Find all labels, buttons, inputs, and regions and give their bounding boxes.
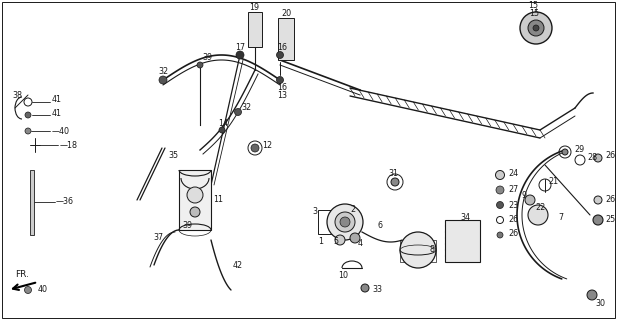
Bar	[318, 210, 334, 234]
Bar	[400, 240, 436, 262]
Bar	[278, 18, 294, 60]
Text: 15: 15	[529, 10, 539, 19]
Circle shape	[562, 149, 568, 155]
Text: 28: 28	[587, 154, 597, 163]
Text: 9: 9	[522, 190, 527, 199]
Circle shape	[361, 284, 369, 292]
Circle shape	[593, 215, 603, 225]
Text: —18: —18	[60, 140, 78, 149]
Bar	[248, 12, 262, 47]
Circle shape	[187, 187, 203, 203]
Text: 27: 27	[508, 186, 518, 195]
Text: 35: 35	[168, 150, 178, 159]
Text: 10: 10	[338, 271, 348, 281]
Circle shape	[594, 154, 602, 162]
Text: 16: 16	[277, 84, 287, 92]
Circle shape	[525, 195, 535, 205]
Text: 33: 33	[372, 285, 382, 294]
Text: 30: 30	[595, 300, 605, 308]
Circle shape	[234, 108, 241, 116]
Text: 15: 15	[528, 2, 538, 11]
Text: 20: 20	[281, 10, 291, 19]
Text: 5: 5	[333, 237, 338, 246]
Circle shape	[528, 205, 548, 225]
Text: FR.: FR.	[15, 270, 29, 279]
Text: 25: 25	[605, 215, 615, 225]
Circle shape	[340, 217, 350, 227]
Circle shape	[25, 286, 31, 293]
Text: 26: 26	[508, 228, 518, 237]
Circle shape	[219, 127, 225, 133]
Circle shape	[276, 52, 283, 59]
Text: 17: 17	[235, 44, 245, 52]
Text: 31: 31	[388, 169, 398, 178]
Text: 40: 40	[38, 285, 48, 294]
Text: 12: 12	[262, 140, 272, 149]
Text: —40: —40	[52, 126, 70, 135]
Text: 3: 3	[312, 207, 317, 217]
Text: 32: 32	[158, 68, 168, 76]
Text: 8: 8	[430, 245, 435, 254]
Circle shape	[327, 204, 363, 240]
Circle shape	[335, 212, 355, 232]
Circle shape	[25, 128, 31, 134]
Text: 19: 19	[249, 4, 259, 12]
Text: 34: 34	[460, 213, 470, 222]
Text: 21: 21	[548, 178, 558, 187]
Text: 2: 2	[350, 205, 355, 214]
Bar	[30, 170, 34, 235]
Circle shape	[400, 232, 436, 268]
Text: 13: 13	[277, 91, 287, 100]
Text: 22: 22	[535, 203, 545, 212]
Bar	[445, 220, 480, 262]
Text: 23: 23	[508, 201, 518, 210]
Text: 4: 4	[358, 239, 363, 249]
Circle shape	[190, 207, 200, 217]
Circle shape	[197, 62, 203, 68]
Bar	[179, 170, 211, 230]
Text: 29: 29	[574, 146, 584, 155]
Circle shape	[335, 235, 345, 245]
Text: 6: 6	[378, 220, 383, 229]
Circle shape	[497, 202, 503, 209]
Text: 39: 39	[202, 53, 212, 62]
Circle shape	[236, 51, 244, 59]
Text: 24: 24	[508, 170, 518, 179]
Text: —36: —36	[56, 197, 74, 206]
Text: 39: 39	[182, 220, 192, 229]
Circle shape	[594, 196, 602, 204]
Circle shape	[496, 186, 504, 194]
Circle shape	[276, 76, 283, 84]
Circle shape	[25, 112, 31, 118]
Text: 14: 14	[218, 118, 228, 127]
Text: 32: 32	[241, 102, 251, 111]
Text: 26: 26	[508, 215, 518, 225]
Circle shape	[495, 171, 505, 180]
Text: 42: 42	[233, 260, 243, 269]
Text: 41: 41	[52, 95, 62, 105]
Circle shape	[587, 290, 597, 300]
Text: 41: 41	[52, 108, 62, 117]
Circle shape	[497, 232, 503, 238]
Text: 1: 1	[318, 237, 323, 246]
Circle shape	[533, 25, 539, 31]
Text: 11: 11	[213, 196, 223, 204]
Text: 7: 7	[558, 213, 563, 222]
Circle shape	[528, 20, 544, 36]
Text: 16: 16	[277, 44, 287, 52]
Circle shape	[159, 76, 167, 84]
Circle shape	[391, 178, 399, 186]
Text: 38: 38	[12, 91, 22, 100]
Circle shape	[520, 12, 552, 44]
Text: 26: 26	[605, 196, 615, 204]
Circle shape	[251, 144, 259, 152]
Circle shape	[350, 233, 360, 243]
Text: 37: 37	[153, 234, 163, 243]
Text: 26: 26	[605, 151, 615, 161]
